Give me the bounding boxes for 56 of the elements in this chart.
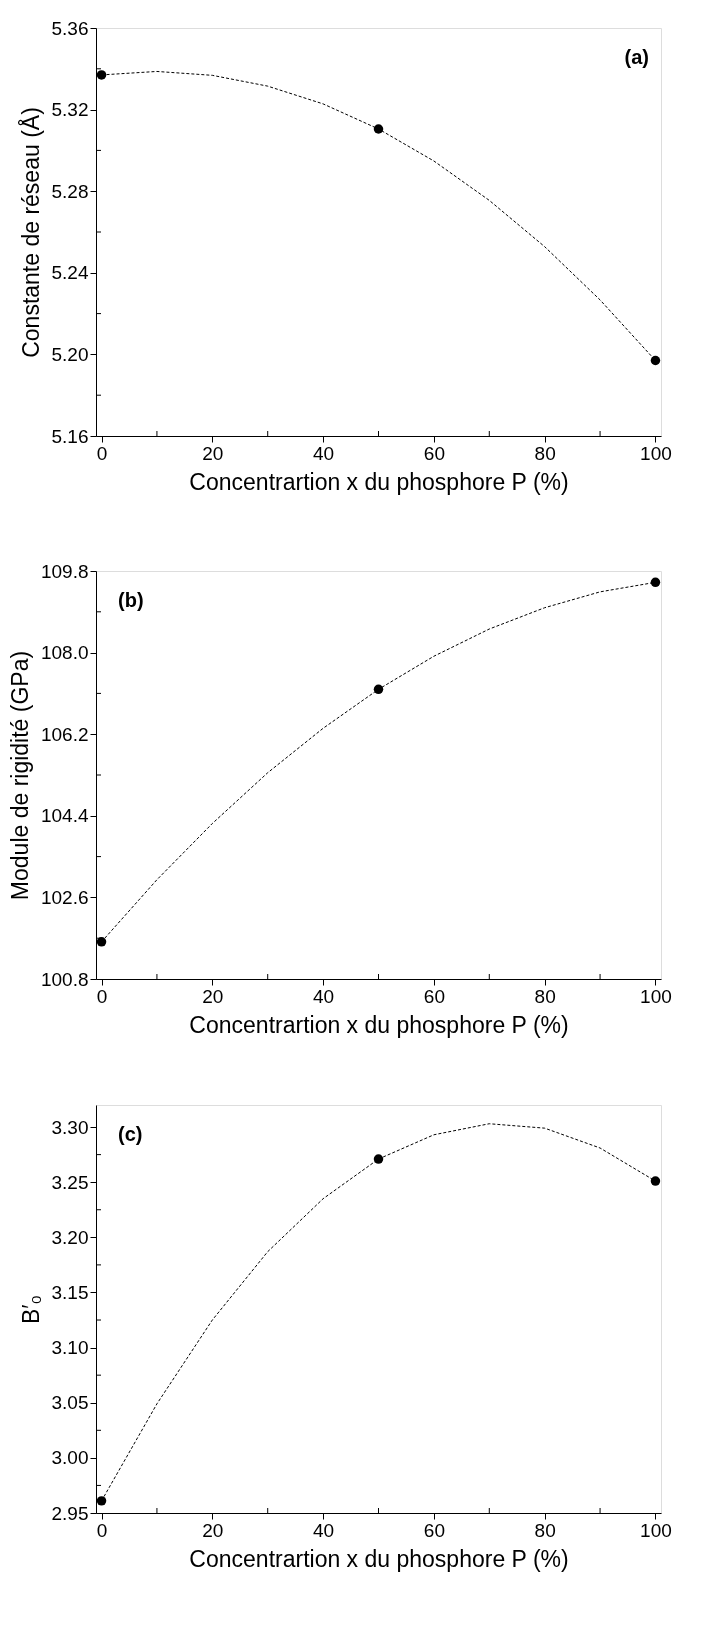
y-tick-label: 109.8 (40, 560, 89, 582)
y-tick-label: 3.20 (51, 1226, 89, 1248)
point (650, 577, 661, 588)
x-tick-label: 20 (202, 442, 224, 464)
point (373, 124, 384, 134)
x-axis-title: Concentrartion x du phosphore P (%) (189, 468, 569, 495)
x-tick-label: 0 (96, 442, 108, 464)
x-tick-label: 100 (640, 442, 672, 464)
y-tick-label: 102.6 (40, 886, 89, 908)
y-tick-label: 100.8 (40, 968, 89, 990)
point (373, 684, 384, 695)
point (96, 1496, 107, 1506)
y-tick-label: 2.95 (51, 1502, 89, 1524)
x-tick-label: 0 (96, 1519, 108, 1541)
x-tick-label: 60 (423, 442, 445, 464)
x-axis-title: Concentrartion x du phosphore P (%) (189, 1011, 569, 1038)
x-tick-label: 0 (96, 985, 108, 1007)
y-tick-label: 3.25 (51, 1171, 89, 1193)
x-tick-label: 40 (313, 985, 335, 1007)
y-tick-label: 3.00 (51, 1447, 89, 1469)
x-tick-label: 80 (534, 1519, 556, 1541)
y-tick-label: 108.0 (40, 642, 89, 664)
annotation: (b) (118, 589, 144, 611)
x-tick-label: 40 (313, 1519, 335, 1541)
y-tick-label: 5.16 (51, 425, 89, 447)
point (373, 1154, 384, 1164)
x-tick-label: 100 (640, 985, 672, 1007)
x-tick-label: 40 (313, 442, 335, 464)
y-tick-label: 3.15 (51, 1281, 89, 1303)
x-tick-label: 60 (423, 1519, 445, 1541)
y-axis-title: Constante de réseau (Å) (16, 107, 44, 358)
x-axis-title: Concentrartion x du phosphore P (%) (189, 1545, 569, 1572)
y-tick-label: 5.24 (51, 262, 89, 284)
y-axis-title: Module de rigidité (GPa) (6, 650, 33, 901)
y-tick-label: 5.32 (51, 99, 89, 121)
x-tick-label: 100 (640, 1519, 672, 1541)
y-tick-label: 3.05 (51, 1392, 89, 1414)
y-axis-title: B′₀ (17, 1294, 44, 1325)
x-tick-label: 20 (202, 1519, 224, 1541)
y-tick-label: 5.28 (51, 180, 89, 202)
x-tick-label: 60 (423, 985, 445, 1007)
x-tick-label: 80 (534, 985, 556, 1007)
y-tick-label: 106.2 (40, 723, 89, 745)
x-tick-label: 80 (534, 442, 556, 464)
y-tick-label: 3.10 (51, 1337, 89, 1359)
y-tick-label: 104.4 (40, 805, 89, 827)
y-tick-label: 3.30 (51, 1116, 89, 1138)
point (96, 937, 107, 947)
y-tick-label: 5.20 (51, 343, 89, 365)
point (650, 1176, 661, 1186)
annotation: (c) (118, 1123, 143, 1145)
y-tick-label: 5.36 (51, 17, 89, 39)
point (96, 70, 107, 80)
x-tick-label: 20 (202, 985, 224, 1007)
annotation: (a) (624, 46, 649, 68)
point (650, 355, 661, 366)
